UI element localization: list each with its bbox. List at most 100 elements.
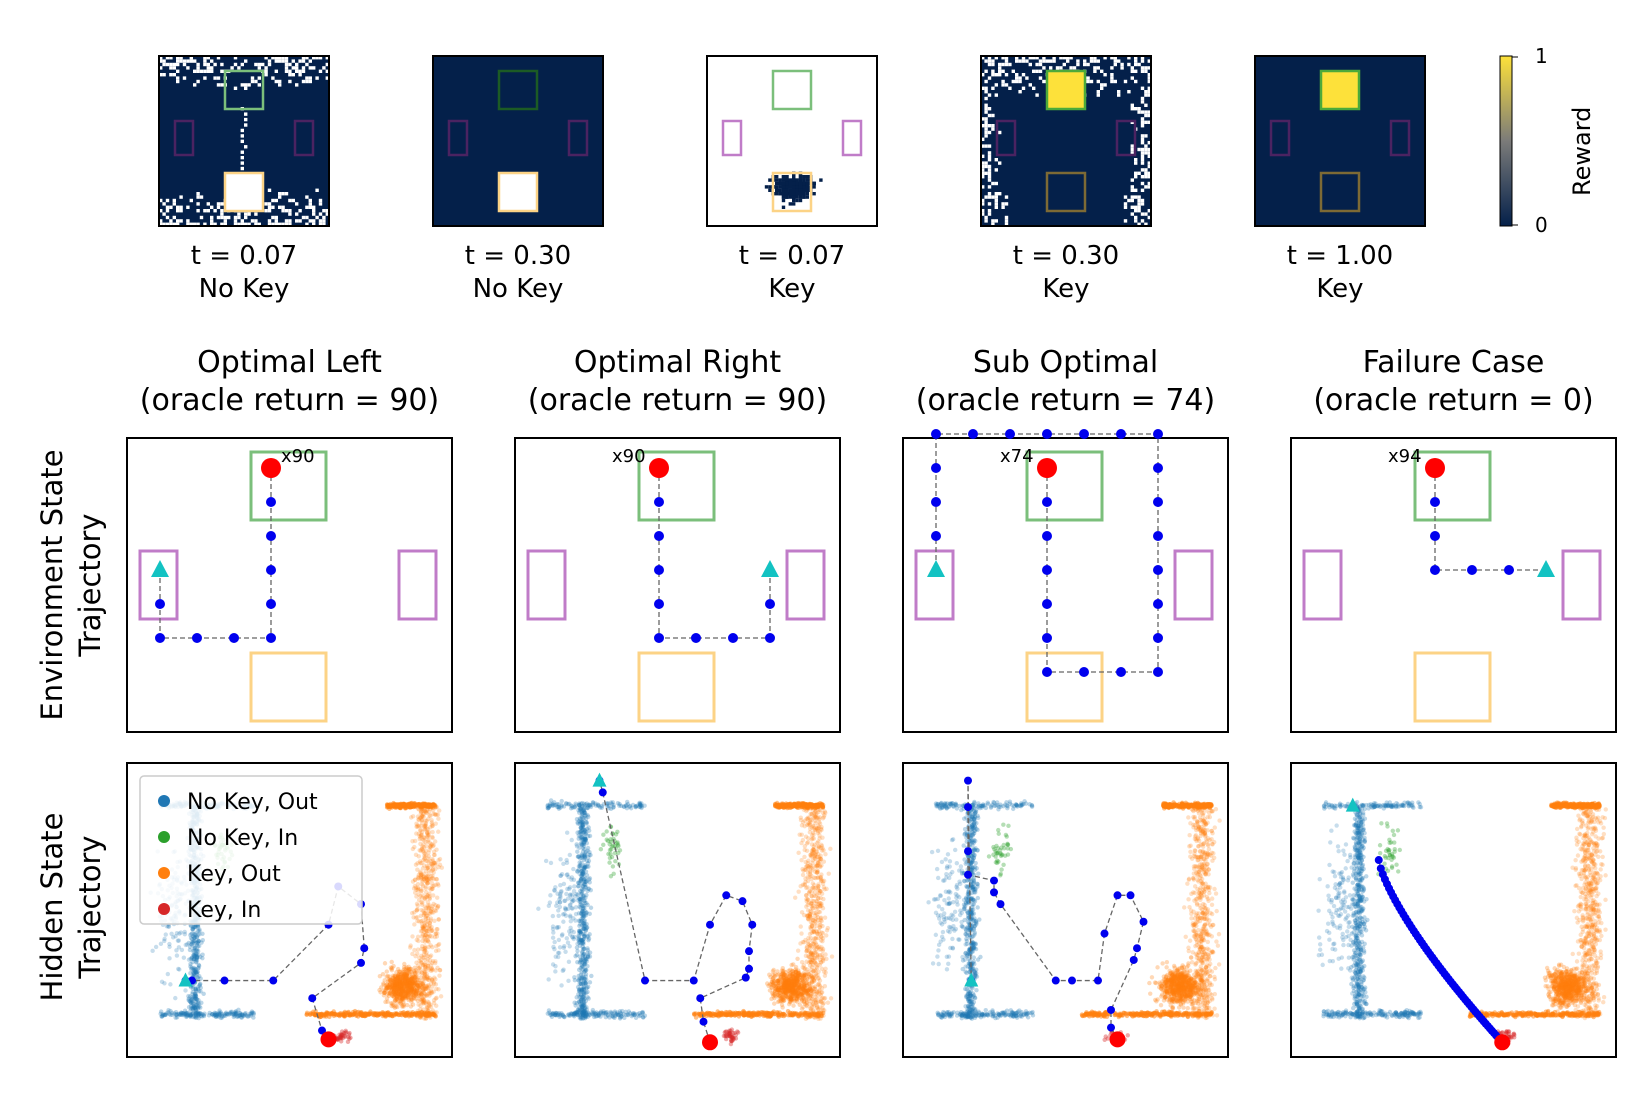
key-region [1025,651,1104,723]
env-panel: x94 [1290,437,1617,733]
colorbar-max-label: 1 [1535,44,1548,68]
reward-map-key-label: No Key [199,274,290,304]
key-region [497,171,539,213]
repeat-count-label: x90 [281,446,315,467]
env-start-marker [761,560,779,577]
env-trajectory-point [1467,565,1477,575]
right-door-region [1389,119,1411,157]
env-trajectory-point [1042,633,1052,643]
right-door-region [1115,119,1137,157]
hidden-trajectory-point [641,976,649,985]
env-trajectory-point [1504,565,1514,575]
hidden-trajectory-point [308,994,317,1003]
column-subtitle: (oracle return = 90) [528,383,827,418]
column-subtitle: (oracle return = 90) [140,383,439,418]
env-trajectory-point [266,599,276,609]
hidden-end-marker [702,1034,718,1051]
goal-region [771,69,813,111]
env-trajectory-point [1116,667,1126,677]
reward-map-key-label: No Key [473,274,564,304]
hidden-trajectory-point [738,897,747,906]
left-door-region [1302,549,1343,621]
column-1: Optimal Left(oracle return = 90) x90 No Ke… [126,345,453,1058]
colorbar-gradient [1499,55,1513,227]
goal-region [249,450,328,522]
hidden-trajectory-point [1107,1023,1115,1032]
hidden-trajectory-point [1113,891,1122,900]
env-trajectory-point [1153,565,1163,575]
right-door-region [841,119,863,157]
env-panel: x90 [514,437,841,733]
reward-map-t-label: t = 1.00 [1287,241,1393,271]
hidden-trajectory-point [990,888,998,897]
hidden-trajectory-point [598,788,607,797]
goal-region [1319,69,1361,111]
left-door-region [914,549,955,621]
env-trajectory-point [654,633,664,643]
hidden-trajectory-point [269,976,278,985]
env-trajectory-point [1153,599,1163,609]
column-2: Optimal Right(oracle return = 90) x90 [514,345,841,1058]
hidden-trajectory-point [722,891,731,900]
env-trajectory-point [1153,429,1163,439]
legend-label: No Key, In [187,826,298,851]
hidden-start-marker [592,772,607,787]
hidden-trajectory-point [699,1017,708,1026]
key-region [771,171,813,213]
env-trajectory-point [1042,667,1052,677]
hidden-trajectory-point [741,973,750,982]
legend: No Key, Out No Key, In Key, Out Key, In [139,775,363,925]
env-trajectory-point [1042,531,1052,541]
hidden-start-marker [178,972,193,987]
env-goal-marker [261,458,281,478]
hidden-trajectory-point [1100,929,1109,938]
env-trajectory-point [155,599,165,609]
env-trajectory-point [1079,429,1089,439]
key-region [637,651,716,723]
left-door-region [447,119,469,157]
env-trajectory-point [229,633,239,643]
env-trajectory-point [155,633,165,643]
reward-map-frame [432,55,604,227]
goal-region [637,450,716,522]
row-label-env-line2: Trajectory [73,513,107,657]
goal-region [1025,450,1104,522]
column-subtitle: (oracle return = 74) [916,383,1215,418]
hidden-trajectory-point [1107,1005,1115,1014]
hidden-end-marker [1494,1034,1511,1051]
goal-region [1413,450,1492,522]
env-trajectory-point [1042,429,1052,439]
right-door-region [397,549,438,621]
hidden-trajectory-point [220,976,229,985]
legend-label: No Key, Out [187,790,318,815]
env-trajectory-point [931,531,941,541]
reward-map-t-label: t = 0.07 [739,241,845,271]
env-trajectory-point [765,633,775,643]
key-region [223,171,265,213]
hidden-trajectory-line [598,780,753,1043]
hidden-trajectory-point [996,900,1005,909]
hidden-trajectory-point [964,803,972,812]
env-trajectory-point [266,531,276,541]
key-region [1045,171,1087,213]
hidden-panel: No Key, Out No Key, In Key, Out Key, In [126,762,453,1058]
reward-map-t-label: t = 0.30 [1013,241,1119,271]
env-trajectory-point [1153,497,1163,507]
goal-region [497,69,539,111]
key-region [1319,171,1361,213]
hidden-trajectory-point [1133,944,1141,953]
column-subtitle: (oracle return = 0) [1313,383,1593,418]
hidden-state-cloud [536,798,835,1047]
hidden-trajectory-point [357,958,365,967]
hidden-trajectory-point [1139,917,1148,926]
row-label-env-line1: Environment State [35,449,69,720]
hidden-trajectory-point [964,847,972,856]
env-trajectory-point [266,633,276,643]
hidden-trajectory-point [1126,891,1135,900]
env-goal-marker [649,458,669,478]
hidden-panel [1290,762,1617,1058]
env-panel: x90 [126,437,453,733]
